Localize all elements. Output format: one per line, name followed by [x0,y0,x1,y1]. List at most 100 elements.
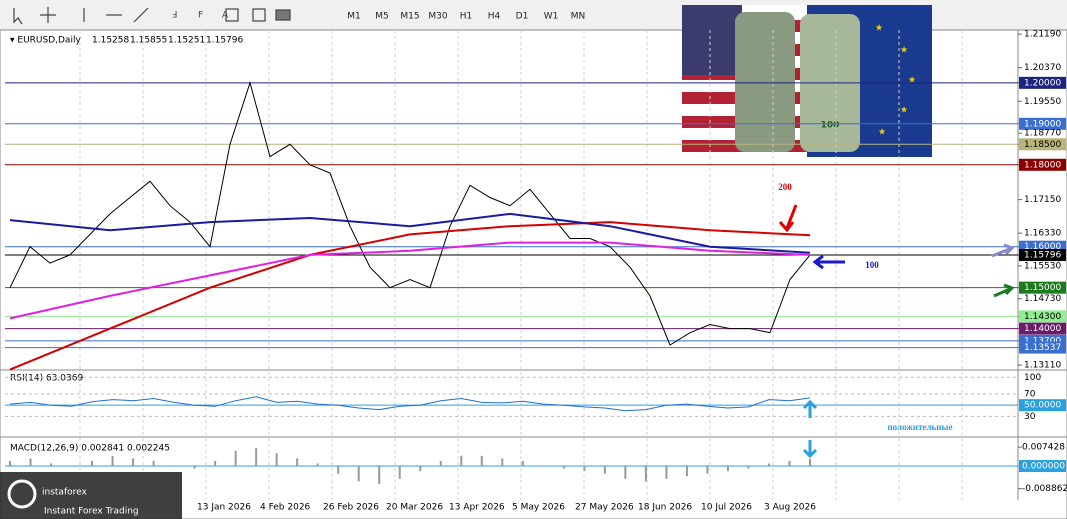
svg-text:★: ★ [900,46,908,56]
date-label: 4 Feb 2026 [260,503,311,513]
ohlc-value: 1.15258 [92,36,129,46]
note-100: 100 [821,121,840,131]
timeframe-button[interactable]: M30 [428,12,447,22]
macd-bar [296,458,299,467]
price-box [1019,281,1066,294]
price-box [1019,138,1066,151]
date-label: 18 Jun 2026 [638,503,692,513]
dollar-roll [735,12,795,152]
svg-text:★: ★ [900,106,908,116]
rsi-label: 100 [1024,373,1041,383]
rsi-box [1019,399,1066,412]
macd-box [1019,460,1066,473]
macd-bar [460,455,463,467]
price-line [9,81,811,346]
timeframe-button[interactable]: D1 [516,12,529,22]
macd-bar [583,466,586,472]
ohlc-value: 1.15855 [130,36,167,46]
price-label: 1.15000 [1024,283,1061,293]
logo-icon [7,479,37,509]
price-label: 1.20370 [1024,63,1061,73]
macd-bar [111,455,114,467]
macd-bar [562,466,565,469]
arrows [778,204,1015,459]
macd-bar [480,455,483,467]
macd-bar [29,458,32,467]
date-label: 13 Apr 2026 [449,503,505,513]
macd-bar [706,466,709,474]
price-label: 1.18500 [1024,140,1061,150]
macd-bar [132,458,135,467]
macd-bar [644,466,647,482]
timeframe-button[interactable]: H1 [460,12,473,22]
macd-bar [193,466,196,469]
price-label: 1.14300 [1024,312,1061,322]
price-label: 1.13110 [1024,361,1061,371]
logo-tagline: Instant Forex Trading [44,507,139,517]
price-label: 1.19550 [1024,97,1061,107]
date-label: 13 Jan 2026 [197,503,251,513]
macd-label: 0.000000 [1022,462,1065,472]
macd-bar [9,460,11,467]
price-box [1019,341,1066,354]
macd-bar [624,466,627,479]
macd-title: MACD(12,26,9) 0.002841 0.002245 [10,444,170,454]
timeframe-button[interactable]: M15 [400,12,419,22]
macd-bar [173,466,176,467]
price-label: 1.21190 [1024,30,1061,40]
moving-average [9,221,811,371]
rsi-label: 50.0000 [1024,401,1061,411]
macd-bar [91,460,94,467]
tool-text[interactable]: A [222,11,229,21]
timeframe-button[interactable]: MN [571,12,586,22]
timeframe-button[interactable]: M5 [375,12,389,22]
price-label: 1.16330 [1024,229,1061,239]
price-box [1019,158,1066,171]
tool-fibo2[interactable]: F [198,11,203,21]
price-label: 1.13700 [1024,336,1061,346]
timeframe-button[interactable]: W1 [544,12,559,22]
chart-header-symbol: ▾ EURUSD,Daily [10,36,81,46]
tool-fibo[interactable]: Ⅎ [172,11,177,21]
logo-bg [0,472,182,519]
macd-bar [439,460,442,467]
macd-bar [767,463,770,467]
ohlc-value: 1.15796 [206,36,243,46]
macd-bar [501,458,504,467]
price-box [1019,117,1066,130]
date-label: 3 Aug 2026 [764,503,816,513]
logo-name: instaforex [42,488,87,498]
price-box [1019,249,1066,262]
price-box [1019,310,1066,323]
macd-bar [542,466,545,467]
macd-bar [316,463,319,467]
timeframe-button[interactable]: H4 [488,12,501,22]
rsi-line [9,396,811,412]
macd-bar [152,460,155,467]
svg-text:★: ★ [878,128,886,138]
tool-icons [13,7,291,25]
price-label: 1.13537 [1024,343,1061,353]
ohlc-value: 1.15251 [168,36,205,46]
price-label: 1.19000 [1024,119,1061,129]
macd-bar [809,458,811,467]
macd-bar [357,466,360,482]
price-label: 1.18770 [1024,129,1061,139]
annotation-200: 200 [778,182,792,192]
macd-label: 0.007428 [1022,443,1065,453]
price-box [1019,76,1066,89]
rsi-label: 30 [1024,412,1036,422]
price-label: 1.20000 [1024,78,1061,88]
macd-bar [234,450,237,467]
price-label: 1.14730 [1024,294,1061,304]
rsi-title: RSI(14) 63.0369 [10,374,83,384]
frame [0,29,1067,519]
macd-bar [214,460,217,467]
price-label: 1.14000 [1024,324,1061,334]
timeframe-button[interactable]: M1 [347,12,361,22]
date-label: 27 May 2026 [575,503,634,513]
macd-bar [685,466,688,477]
svg-text:★: ★ [875,24,883,34]
price-label: 1.18000 [1024,160,1061,170]
